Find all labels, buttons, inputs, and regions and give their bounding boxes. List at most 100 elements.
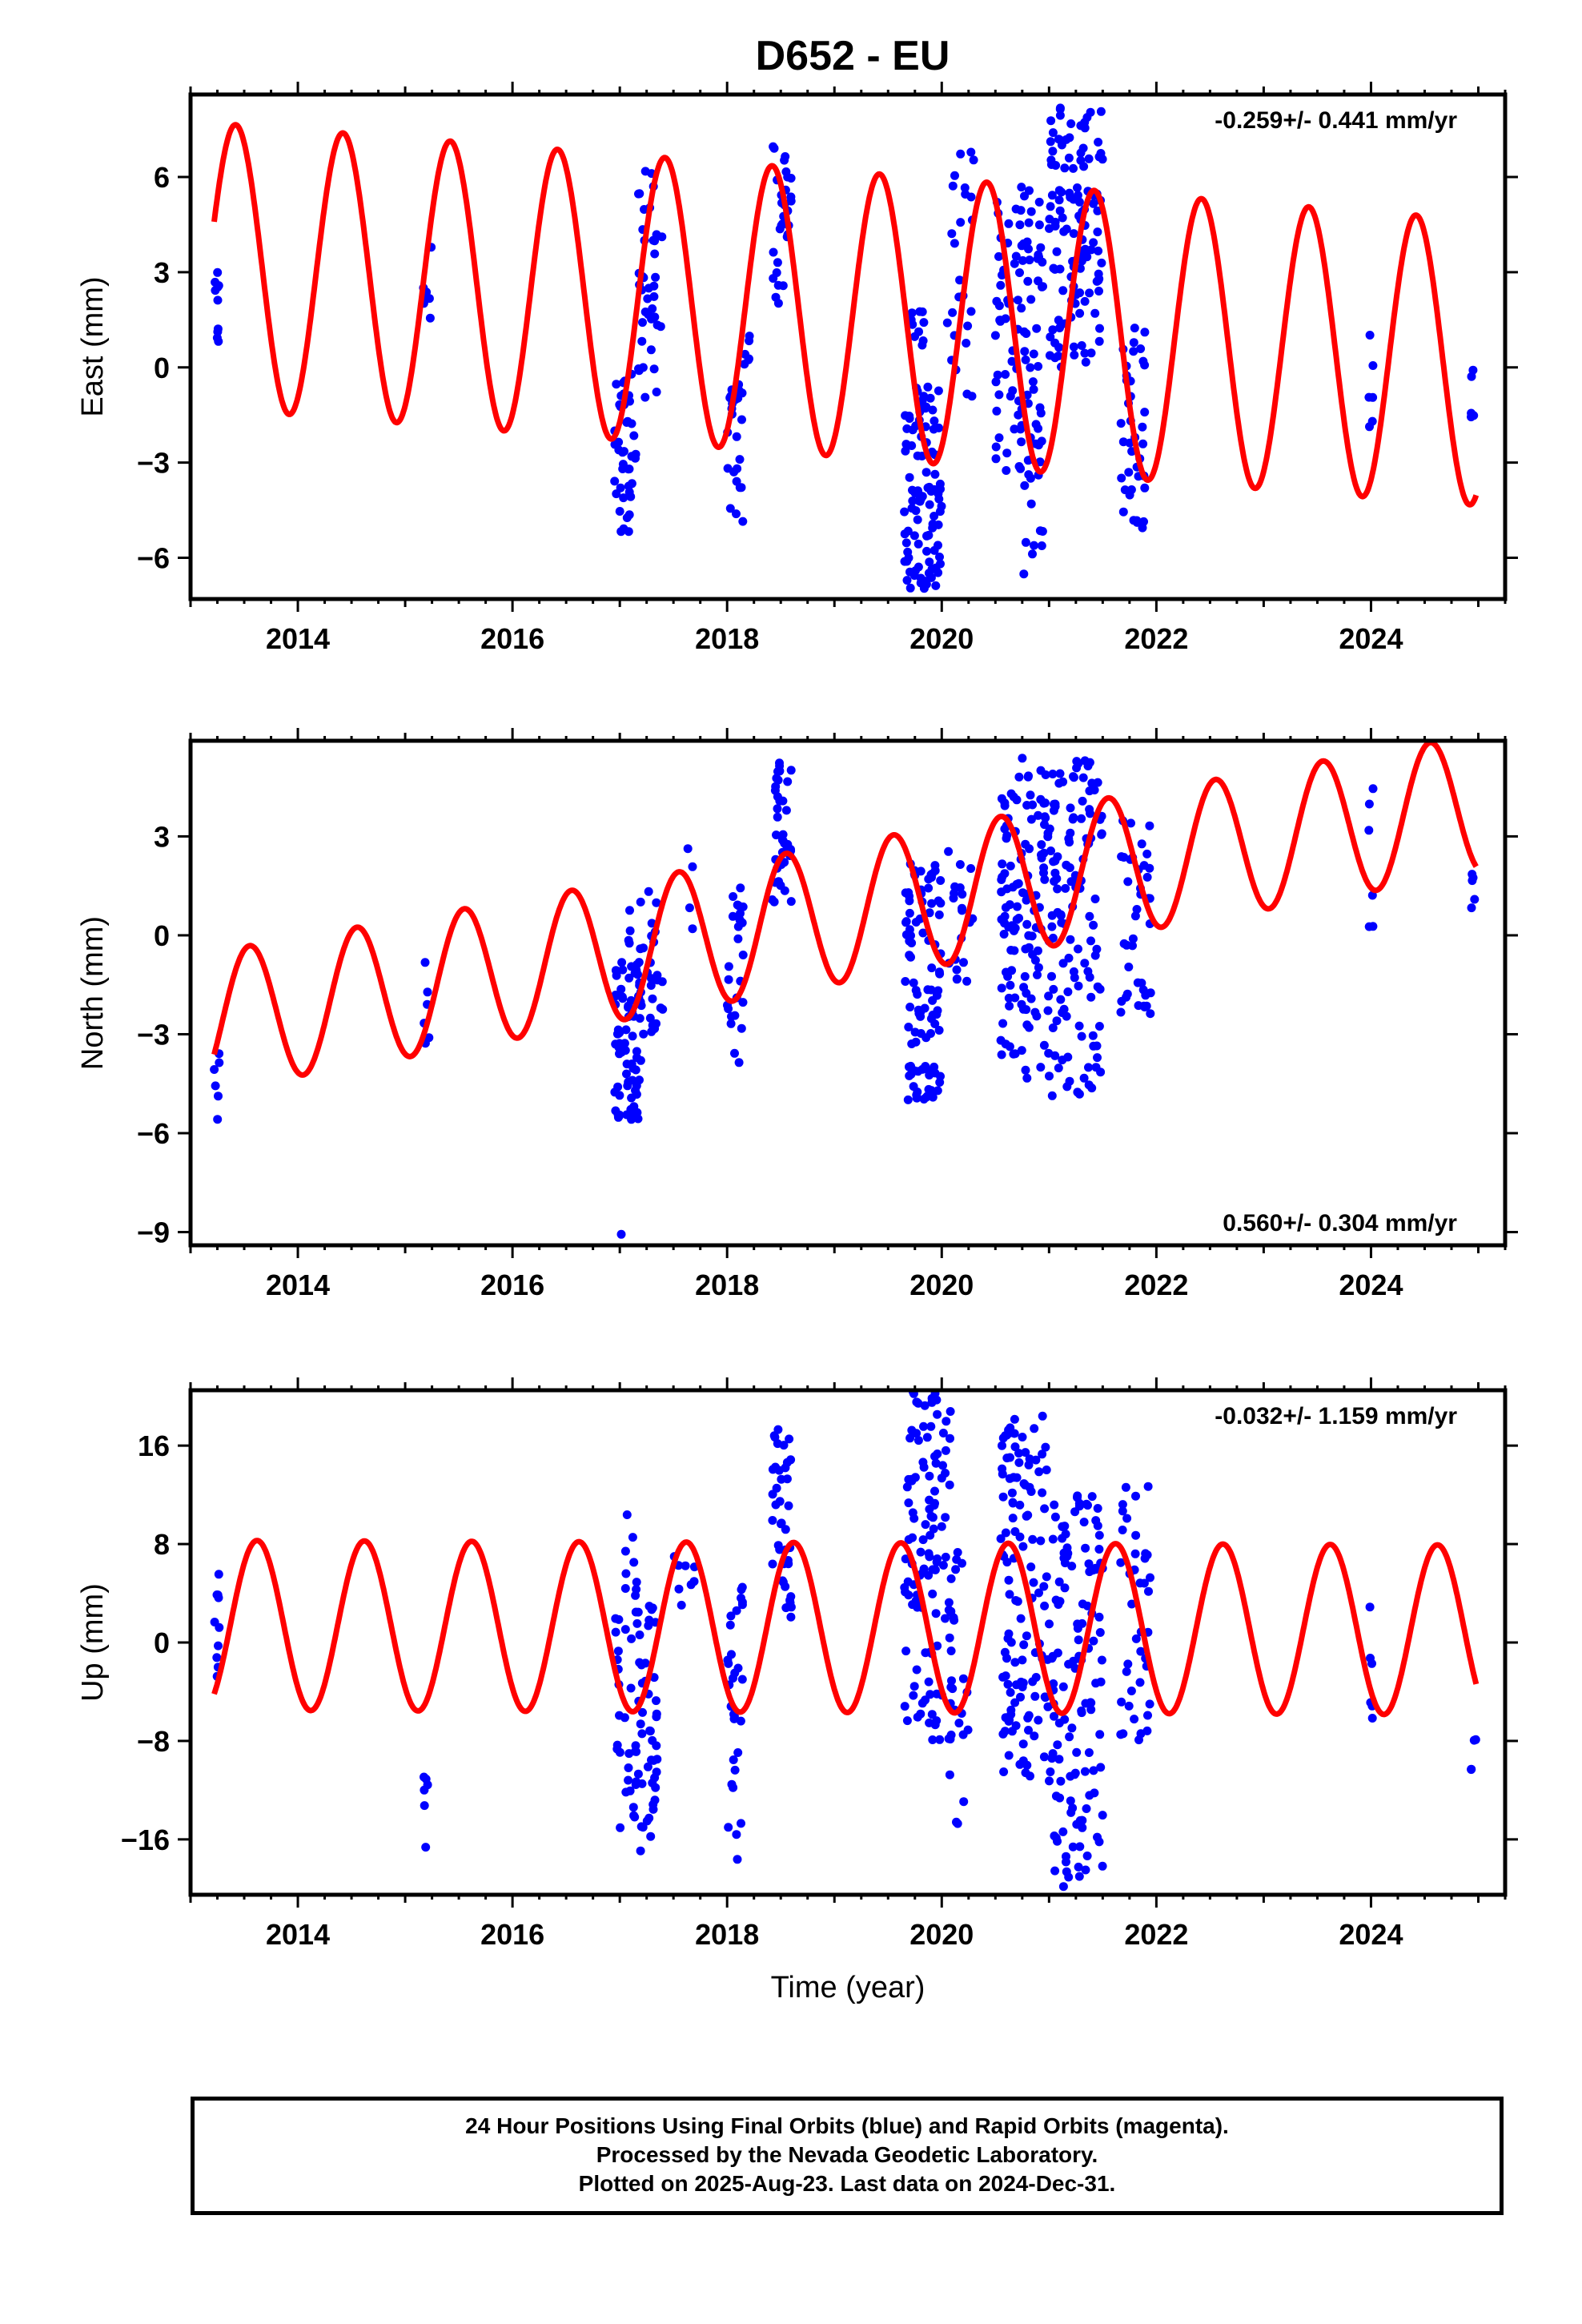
east-data-point xyxy=(1365,331,1375,340)
east-data-point xyxy=(1001,370,1010,379)
up-data-point xyxy=(938,1561,948,1570)
north-data-point xyxy=(645,1013,655,1023)
up-data-point xyxy=(686,1580,696,1590)
up-data-point xyxy=(421,1843,431,1852)
up-data-point xyxy=(616,1823,625,1832)
north-data-point xyxy=(1086,936,1095,946)
up-data-point xyxy=(912,1397,921,1407)
north-data-point xyxy=(1002,830,1012,840)
east-x-tick-label: 2022 xyxy=(1124,622,1188,655)
north-data-point xyxy=(1146,1009,1155,1019)
north-data-point xyxy=(1065,1076,1074,1086)
north-y-tick-label: −3 xyxy=(137,1018,170,1051)
up-y-ticks xyxy=(178,1444,1518,1841)
east-data-point xyxy=(616,527,626,537)
up-data-point xyxy=(1072,1747,1082,1757)
east-data-point xyxy=(1015,268,1024,277)
up-data-point xyxy=(647,1755,656,1765)
north-data-point xyxy=(1047,911,1057,920)
north-data-point xyxy=(1368,784,1378,794)
east-x-tick-label: 2014 xyxy=(266,622,330,655)
east-data-point xyxy=(631,449,640,459)
up-data-point xyxy=(926,1530,935,1540)
up-data-point xyxy=(1011,1721,1021,1731)
north-data-point xyxy=(1039,1040,1049,1050)
north-data-point xyxy=(1004,993,1014,1003)
north-data-point xyxy=(1034,810,1043,820)
up-data-point xyxy=(1130,1715,1139,1724)
east-data-point xyxy=(1019,569,1029,579)
north-data-point xyxy=(636,1055,645,1065)
north-data-point xyxy=(1092,944,1102,954)
north-data-point xyxy=(683,844,693,854)
up-data-point xyxy=(779,1441,789,1450)
east-data-point xyxy=(963,321,973,331)
up-data-point xyxy=(1086,1698,1095,1707)
north-data-point xyxy=(1080,959,1090,968)
up-data-point xyxy=(1028,1677,1038,1687)
north-data-point xyxy=(636,897,645,907)
north-data-point xyxy=(1033,970,1042,979)
up-data-point xyxy=(769,1431,779,1441)
up-data-point xyxy=(1048,1534,1058,1544)
east-data-point xyxy=(993,370,1002,380)
east-model-curve xyxy=(211,122,1480,508)
north-data-point xyxy=(728,911,737,921)
north-data-point xyxy=(632,1047,641,1056)
east-data-point xyxy=(1010,259,1019,268)
east-data-point xyxy=(1034,220,1044,230)
east-data-point xyxy=(1029,349,1038,359)
east-data-point xyxy=(612,380,621,389)
north-data-point xyxy=(918,928,928,938)
east-data-point xyxy=(1094,274,1104,283)
up-data-point xyxy=(1073,1491,1082,1501)
north-data-point xyxy=(1085,911,1094,921)
up-data-point xyxy=(1056,1776,1066,1786)
up-data-point xyxy=(1098,1811,1107,1820)
east-data-point xyxy=(1007,356,1017,366)
caption-box: 24 Hour Positions Using Final Orbits (bl… xyxy=(191,2097,1504,2215)
north-data-point xyxy=(927,873,936,883)
up-y-axis-label: Up (mm) xyxy=(76,1583,110,1702)
up-data-point xyxy=(624,1775,633,1785)
up-x-tick-label: 2014 xyxy=(266,1918,330,1951)
east-data-point xyxy=(909,571,919,581)
north-data-point xyxy=(1066,935,1075,944)
up-data-point xyxy=(1067,1723,1077,1733)
north-data-point xyxy=(617,958,627,967)
east-data-point xyxy=(1055,111,1065,120)
east-data-point xyxy=(1085,288,1094,298)
north-data-point xyxy=(1074,1089,1084,1099)
up-data-point xyxy=(1050,1500,1059,1510)
east-data-point xyxy=(1089,199,1098,208)
north-data-point xyxy=(1468,873,1478,883)
east-data-point xyxy=(1139,517,1148,526)
up-data-point xyxy=(933,1409,942,1419)
east-data-point xyxy=(1054,316,1063,325)
up-data-point xyxy=(1008,1498,1018,1507)
east-data-point xyxy=(1026,363,1035,372)
north-data-point xyxy=(1364,922,1374,931)
north-data-point xyxy=(907,939,917,947)
north-data-point xyxy=(614,1043,624,1052)
east-data-point xyxy=(1047,191,1057,200)
east-data-point xyxy=(646,345,656,355)
east-data-point xyxy=(769,143,779,153)
north-data-point xyxy=(635,1014,644,1023)
east-data-point xyxy=(966,147,976,157)
up-data-point xyxy=(930,1486,939,1496)
east-data-point xyxy=(935,507,945,517)
east-data-point xyxy=(1002,448,1012,458)
north-data-point xyxy=(913,1005,923,1015)
east-data-point xyxy=(629,431,639,440)
up-data-point xyxy=(1023,1713,1033,1723)
north-y-axis-label: North (mm) xyxy=(76,916,110,1070)
east-data-point xyxy=(1034,362,1043,371)
up-data-point xyxy=(912,1665,921,1675)
up-data-point xyxy=(635,1658,644,1667)
north-data-point xyxy=(769,897,779,907)
east-data-point xyxy=(213,296,223,305)
up-data-point xyxy=(946,1574,956,1583)
east-data-point xyxy=(1011,251,1021,261)
north-data-point xyxy=(1001,903,1010,912)
